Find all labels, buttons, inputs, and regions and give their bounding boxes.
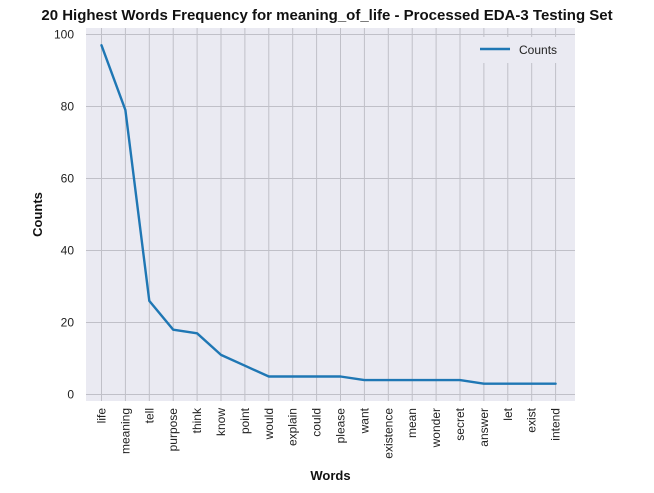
- x-tick-label: tell: [142, 408, 156, 423]
- x-tick-label: would: [262, 408, 276, 440]
- x-tick-label: intend: [549, 408, 563, 441]
- x-tick-label: think: [190, 407, 204, 433]
- x-tick-label: wonder: [429, 408, 443, 448]
- y-axis-label: Counts: [30, 192, 45, 237]
- legend: Counts: [472, 37, 568, 63]
- x-tick-label: answer: [477, 408, 491, 447]
- y-axis-ticks: 0 20 40 60 80 100: [54, 27, 74, 401]
- y-tick-label: 40: [61, 244, 75, 258]
- x-axis-ticks: life meaning tell purpose think know point woul…: [95, 407, 563, 459]
- x-tick-label: life: [95, 408, 109, 424]
- x-axis-label: Words: [310, 468, 350, 483]
- chart-title: 20 Highest Words Frequency for meaning_o…: [41, 7, 613, 24]
- grid-lines: [86, 28, 575, 401]
- y-tick-label: 60: [61, 171, 75, 185]
- plot-area: [86, 28, 575, 401]
- x-tick-label: know: [214, 408, 228, 436]
- x-tick-label: existence: [381, 408, 395, 459]
- y-tick-label: 80: [61, 99, 75, 113]
- x-tick-label: want: [357, 407, 371, 434]
- x-tick-label: mean: [405, 408, 419, 438]
- x-tick-label: secret: [453, 407, 467, 440]
- x-tick-label: let: [501, 407, 515, 420]
- series-line-counts: [100, 44, 557, 385]
- x-tick-label: could: [310, 408, 324, 437]
- y-tick-label: 100: [54, 27, 74, 41]
- x-tick-label: explain: [286, 408, 300, 446]
- y-tick-label: 0: [67, 388, 74, 402]
- y-tick-label: 20: [61, 316, 75, 330]
- x-tick-label: meaning: [118, 408, 132, 454]
- legend-label: Counts: [519, 43, 557, 57]
- x-tick-label: purpose: [166, 408, 180, 452]
- x-tick-label: exist: [525, 407, 539, 432]
- x-tick-label: please: [334, 408, 348, 444]
- x-tick-label: point: [238, 407, 252, 434]
